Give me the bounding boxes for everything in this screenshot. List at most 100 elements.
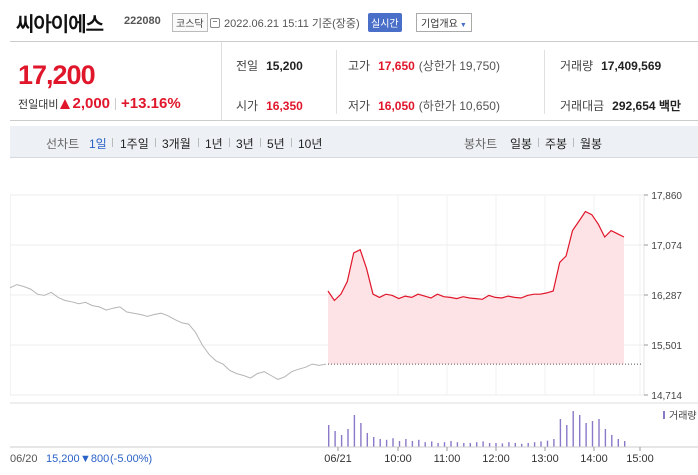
- tab-3m[interactable]: 3개월: [162, 137, 191, 151]
- stat-value: 17,409,569: [601, 59, 662, 73]
- stats-panel: 전일 15,200 고가 17,650 (상한가 19,750) 거래량 17,…: [222, 41, 698, 121]
- divider: [573, 138, 574, 147]
- stat-open: 시가 16,350: [236, 97, 303, 114]
- volume-bar: [437, 443, 439, 447]
- change-percent: +13.16%: [121, 95, 181, 112]
- footer-change: ▼800: [80, 453, 109, 465]
- y-tick-label: 14,714: [651, 391, 682, 402]
- volume-bar: [385, 439, 388, 447]
- divider: [538, 138, 539, 147]
- x-tick-label: 14:00: [580, 453, 608, 465]
- volume-bar: [373, 437, 375, 447]
- volume-bar: [488, 443, 491, 447]
- tab-5y[interactable]: 5년: [267, 137, 285, 151]
- stat-label: 거래량: [560, 59, 594, 73]
- volume-bar: [585, 423, 587, 447]
- tab-10y[interactable]: 10년: [298, 137, 323, 151]
- volume-bar: [469, 443, 471, 447]
- market-badge: 코스닥: [172, 13, 208, 32]
- today-area-fill: [328, 211, 624, 365]
- volume-bar: [540, 441, 542, 447]
- divider: [229, 138, 230, 147]
- volume-bar: [553, 439, 555, 447]
- volume-bar: [559, 419, 562, 447]
- stock-header: 씨아이에스 222080 코스닥 2022.06.21 15:11 기준(장중)…: [0, 0, 698, 40]
- tab-monthly[interactable]: 월봉: [580, 137, 603, 151]
- realtime-button[interactable]: 실시간: [368, 13, 402, 32]
- company-info-button[interactable]: 기업개요 ▼: [416, 13, 472, 32]
- change-amount: 2,000: [72, 95, 111, 112]
- volume-legend-label: 거래량: [669, 410, 697, 422]
- volume-bar: [546, 440, 549, 447]
- volume-bar: [418, 439, 420, 447]
- x-tick-label: 11:00: [434, 453, 461, 465]
- stat-value: 16,350: [266, 99, 303, 113]
- volume-bar: [579, 415, 581, 447]
- footer-pct: (-5.00%): [110, 453, 152, 465]
- divider: [544, 50, 545, 114]
- tab-daily[interactable]: 일봉: [510, 137, 533, 151]
- divider: [112, 138, 113, 147]
- x-tick-label: 12:00: [482, 453, 510, 465]
- divider: [155, 138, 156, 147]
- stat-value: 15,200: [266, 59, 303, 73]
- volume-bar: [456, 442, 459, 447]
- current-price: 17,200: [18, 60, 96, 90]
- stat-sub: (상한가 19,750): [418, 59, 500, 73]
- stat-low: 저가 16,050 (하한가 10,650): [348, 97, 500, 114]
- volume-bar: [476, 442, 478, 447]
- volume-bar: [604, 429, 607, 447]
- volume-bar: [398, 441, 401, 447]
- stat-value: 17,650: [378, 59, 415, 73]
- volume-bar: [514, 443, 516, 447]
- company-info-label: 기업개요: [421, 19, 458, 30]
- volume-bar: [482, 441, 484, 447]
- volume-bar: [591, 421, 594, 447]
- today-price-line: [327, 210, 625, 302]
- asof-text: 2022.06.21 15:11 기준(장중): [224, 18, 360, 30]
- stat-label: 시가: [236, 99, 259, 113]
- divider: [198, 138, 199, 147]
- y-tick-label: 15,501: [651, 341, 682, 352]
- volume-bar: [495, 443, 497, 447]
- divider: [336, 50, 337, 114]
- stat-prev: 전일 15,200: [236, 57, 303, 74]
- volume-bar: [527, 443, 529, 447]
- stat-amount: 거래대금 292,654 백만: [560, 97, 681, 114]
- tab-3y[interactable]: 3년: [236, 137, 254, 151]
- stat-label: 거래대금: [560, 99, 605, 113]
- stat-label: 전일: [236, 59, 259, 73]
- volume-bar: [328, 425, 330, 447]
- divider: [291, 138, 292, 147]
- prev-day-line: [9, 284, 327, 380]
- y-tick-label: 17,860: [651, 191, 682, 202]
- x-tick-label: 13:00: [531, 453, 559, 465]
- stat-label: 고가: [348, 59, 371, 73]
- tab-1w[interactable]: 1주일: [120, 137, 149, 151]
- y-tick-label: 17,074: [651, 241, 682, 252]
- stat-value: 292,654 백만: [612, 99, 681, 113]
- calendar-icon: [210, 18, 220, 28]
- volume-bar: [611, 435, 613, 447]
- divider: [115, 97, 117, 110]
- x-tick-label: 06/21: [324, 453, 352, 465]
- volume-bar: [353, 415, 356, 447]
- volume-bar: [347, 429, 349, 447]
- tab-1d[interactable]: 1일: [89, 137, 107, 151]
- divider: [260, 138, 261, 147]
- volume-bar: [501, 443, 504, 447]
- stat-label: 저가: [348, 99, 371, 113]
- volume-bar: [424, 442, 426, 447]
- volume-bar: [392, 438, 394, 447]
- volume-bar: [379, 439, 381, 447]
- price-panel: 17,200 전일대비 2,000 +13.16%: [10, 41, 222, 121]
- volume-bar: [566, 425, 568, 447]
- volume-bar: [405, 439, 407, 447]
- tab-1y[interactable]: 1년: [205, 137, 223, 151]
- volume-bar: [624, 441, 626, 447]
- stock-name: 씨아이에스: [16, 12, 104, 36]
- tab-weekly[interactable]: 주봉: [545, 137, 568, 151]
- volume-bar: [443, 442, 446, 447]
- line-chart-label: 선차트: [46, 137, 80, 151]
- change-row: 전일대비 2,000 +13.16%: [18, 95, 181, 112]
